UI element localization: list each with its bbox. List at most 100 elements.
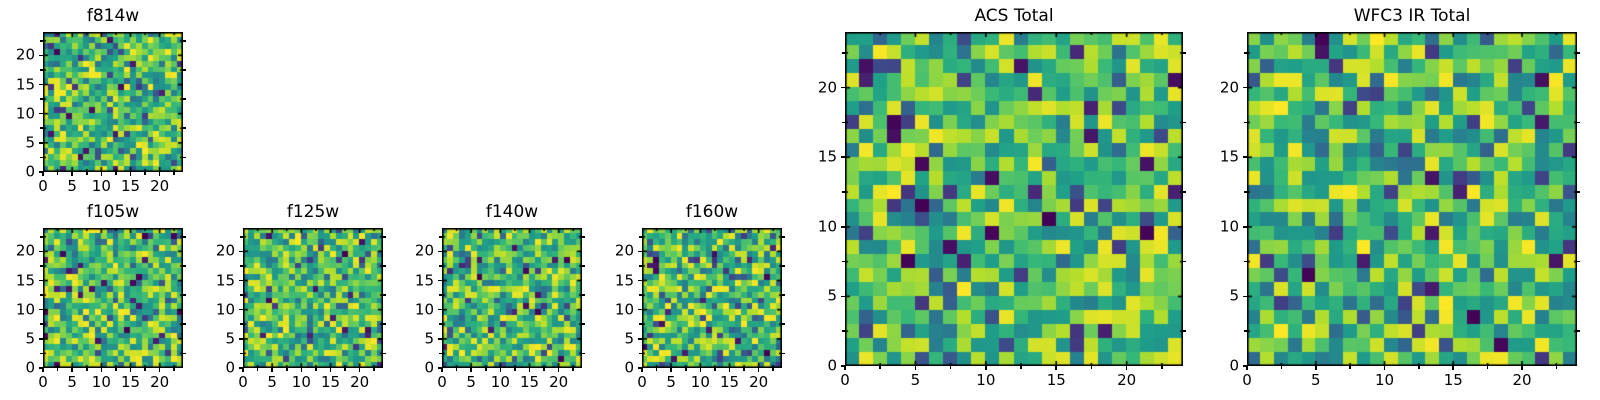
x-major-tick [699,368,702,372]
y-major-tick [638,308,642,311]
y-tick-label: 20 [215,241,235,260]
y-major-tick [1243,295,1247,298]
x-tick-label: 20 [150,373,170,391]
y-major-tick [638,338,642,340]
x-tick-label: 0 [637,373,647,391]
x-minor-tick [56,172,59,175]
y-minor-tick [240,265,243,267]
y-minor-tick-right [383,352,386,355]
y-tick-label: 0 [25,358,35,377]
y-minor-tick [1244,121,1247,124]
y-minor-tick [439,265,442,267]
y-minor-tick-right [183,352,186,355]
x-major-tick [100,172,103,176]
x-major-tick [1383,366,1386,370]
x-minor-tick [484,368,487,371]
y-tick-label: 5 [25,133,35,152]
y-minor-tick [439,294,442,296]
panel-title-f105w: f105w [86,202,140,222]
x-minor-tick [684,368,687,371]
x-tick-label: 5 [466,373,476,391]
y-minor-tick [1244,52,1247,54]
y-major-tick [638,367,642,369]
x-minor-tick [1349,366,1351,369]
y-tick-label: 10 [15,300,35,319]
x-tick-label: 20 [350,373,370,391]
y-minor-tick [842,330,845,332]
x-minor-tick [173,368,176,371]
x-tick-label: 10 [690,373,710,391]
y-minor-tick [240,323,243,326]
heatmap-f125w [243,228,383,368]
y-minor-tick-right [1183,191,1186,193]
y-major-tick [239,279,243,282]
y-major-tick [841,86,845,89]
y-major-tick [39,308,43,311]
y-major-tick [438,308,442,311]
y-tick-label: 20 [15,241,35,260]
x-minor-tick [173,172,176,175]
heatmap-wfc3_ir_total [1247,32,1577,366]
y-tick-label: 20 [817,78,837,97]
y-minor-tick-right [183,294,186,296]
y-minor-tick-right [183,39,186,42]
y-tick-label: 0 [25,162,35,181]
y-tick-label: 20 [614,241,634,260]
y-tick-label: 5 [225,329,235,348]
y-major-tick [841,365,845,367]
y-minor-tick-right [782,323,785,326]
x-tick-label: 5 [1310,371,1321,389]
y-major-tick [39,250,43,253]
y-minor-tick [40,294,43,296]
x-tick-label: 15 [320,373,341,391]
y-minor-tick [1244,191,1247,193]
x-minor-tick [373,368,376,371]
x-minor-tick [879,366,881,369]
x-major-tick [71,172,73,176]
y-tick-label: 15 [614,271,634,289]
y-major-tick [39,367,43,369]
x-major-tick [329,368,332,372]
x-minor-tick [285,368,288,371]
x-major-tick [470,368,472,372]
y-minor-tick-right [1577,260,1580,263]
y-tick-label: 0 [424,358,434,377]
x-tick-label: 5 [666,373,676,391]
y-minor-tick-right [582,294,585,296]
y-minor-tick [40,265,43,267]
x-major-tick [358,368,361,372]
x-tick-label: 0 [1242,371,1252,389]
x-tick-label: 0 [437,373,447,391]
y-minor-tick [639,294,642,296]
y-minor-tick-right [582,323,585,326]
y-minor-tick-right [183,69,186,71]
x-minor-tick [455,368,458,371]
x-major-tick [271,368,273,372]
y-major-tick [438,367,442,369]
panel-title-acs_total: ACS Total [974,6,1054,26]
y-minor-tick [439,352,442,355]
x-major-tick [158,368,161,372]
y-minor-tick [240,294,243,296]
panel-title-wfc3_ir_total: WFC3 IR Total [1353,6,1471,26]
x-minor-tick [1090,366,1093,369]
x-tick-label: 20 [749,373,769,391]
y-minor-tick [40,235,43,238]
x-tick-label: 15 [719,373,740,391]
y-major-tick [1243,156,1247,159]
y-major-tick [239,338,243,340]
x-tick-label: 0 [38,373,48,391]
x-major-tick [641,368,643,372]
x-minor-tick [1020,366,1022,369]
x-major-tick [42,368,44,372]
x-minor-tick [1418,366,1420,369]
y-minor-tick [842,121,845,124]
x-tick-label: 15 [1046,371,1066,389]
x-major-tick [1314,366,1317,370]
y-major-tick [239,308,243,311]
x-tick-label: 0 [38,177,48,195]
x-minor-tick [714,368,716,371]
x-minor-tick [115,172,117,175]
x-tick-label: 15 [519,373,540,391]
